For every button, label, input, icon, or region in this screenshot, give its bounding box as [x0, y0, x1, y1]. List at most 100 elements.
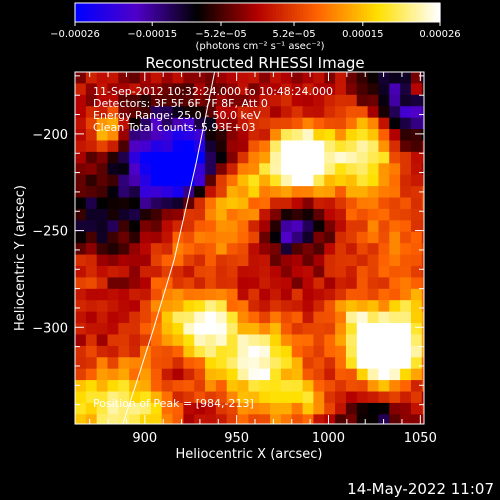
heatmap-cell — [183, 414, 195, 425]
heatmap-cell — [161, 265, 174, 278]
heatmap-cell — [172, 140, 184, 153]
heatmap-cell — [324, 391, 336, 404]
heatmap-cell — [291, 345, 304, 358]
heatmap-cell — [410, 208, 423, 221]
heatmap-cell — [183, 94, 195, 107]
heatmap-cell — [324, 323, 336, 335]
heatmap-cell — [172, 345, 184, 358]
heatmap-cell — [270, 243, 282, 256]
heatmap-cell — [248, 402, 260, 415]
heatmap-cell — [215, 231, 228, 244]
colorbar-segment — [354, 3, 359, 22]
heatmap-cell — [324, 277, 336, 290]
heatmap-cell — [183, 186, 195, 199]
heatmap-cell — [194, 186, 206, 199]
heatmap-cell — [226, 368, 239, 381]
heatmap-cell — [150, 140, 163, 153]
colorbar-segment — [415, 3, 420, 22]
heatmap-cell — [107, 265, 119, 278]
heatmap-cell — [400, 300, 412, 313]
heatmap-cell — [248, 300, 260, 313]
colorbar-segment — [84, 3, 88, 22]
heatmap-cell — [345, 163, 358, 176]
heatmap-cell — [302, 197, 314, 210]
heatmap-cell — [194, 288, 206, 301]
heatmap-cell — [194, 323, 206, 335]
heatmap-cell — [194, 208, 206, 221]
heatmap-cell — [313, 402, 325, 415]
heatmap-cell — [400, 357, 412, 370]
heatmap-cell — [270, 83, 282, 96]
heatmap-cell — [378, 174, 390, 187]
heatmap-cell — [75, 197, 87, 210]
heatmap-cell — [248, 186, 260, 199]
heatmap-cell — [302, 129, 314, 141]
heatmap-cell — [248, 129, 260, 141]
heatmap-cell — [96, 83, 109, 96]
heatmap-cell — [248, 208, 260, 221]
heatmap-cell — [215, 254, 228, 267]
heatmap-cell — [302, 265, 314, 278]
heatmap-cell — [129, 231, 141, 244]
heatmap-cell — [389, 254, 401, 267]
heatmap-cell — [215, 402, 228, 415]
heatmap-cell — [183, 368, 195, 381]
heatmap-cell — [248, 106, 260, 119]
heatmap-cell — [248, 197, 260, 210]
heatmap-cell — [280, 243, 293, 256]
heatmap-cell — [421, 300, 425, 313]
heatmap-cell — [356, 140, 369, 153]
heatmap-cell — [259, 243, 271, 256]
heatmap-cell — [205, 402, 217, 415]
heatmap-cell — [107, 140, 119, 153]
heatmap-cell — [140, 368, 152, 381]
heatmap-cell — [161, 72, 174, 84]
heatmap-cell — [291, 174, 304, 187]
heatmap-cell — [194, 391, 206, 404]
heatmap-cell — [215, 174, 228, 187]
heatmap-cell — [410, 323, 423, 335]
heatmap-cell — [85, 345, 98, 358]
heatmap-cell — [96, 334, 109, 347]
heatmap-cell — [226, 72, 239, 84]
heatmap-cell — [313, 208, 325, 221]
heatmap-cell — [237, 129, 249, 141]
heatmap-cell — [421, 277, 425, 290]
heatmap-cell — [140, 129, 152, 141]
colorbar-segment — [196, 3, 201, 22]
heatmap-cell — [118, 117, 130, 130]
heatmap-cell — [96, 311, 109, 324]
heatmap-cell — [324, 288, 336, 301]
heatmap-cell — [280, 151, 293, 164]
heatmap-cell — [118, 300, 130, 313]
heatmap-cell — [107, 391, 119, 404]
heatmap-cell — [421, 151, 425, 164]
heatmap-cell — [324, 94, 336, 107]
heatmap-cell — [172, 334, 184, 347]
colorbar-segment — [214, 3, 219, 22]
heatmap-cell — [313, 345, 325, 358]
heatmap-cell — [280, 94, 293, 107]
colorbar-segment — [81, 3, 85, 22]
heatmap-cell — [400, 94, 412, 107]
heatmap-cell — [150, 380, 163, 393]
heatmap-cell — [183, 106, 195, 119]
heatmap-cell — [421, 208, 425, 221]
heatmap-cell — [194, 72, 206, 84]
heatmap-cell — [96, 117, 109, 130]
heatmap-cell — [129, 300, 141, 313]
heatmap-cell — [270, 72, 282, 84]
heatmap-cell — [248, 220, 260, 233]
heatmap-cell — [335, 208, 347, 221]
heatmap-cell — [270, 231, 282, 244]
heatmap-cell — [215, 151, 228, 164]
heatmap-cell — [183, 380, 195, 393]
heatmap-cell — [367, 94, 379, 107]
heatmap-cell — [367, 334, 379, 347]
heatmap-cell — [421, 163, 425, 176]
heatmap-cell — [345, 254, 358, 267]
heatmap-cell — [226, 311, 239, 324]
heatmap-cell — [248, 380, 260, 393]
heatmap-cell — [183, 231, 195, 244]
heatmap-cells — [75, 72, 425, 425]
